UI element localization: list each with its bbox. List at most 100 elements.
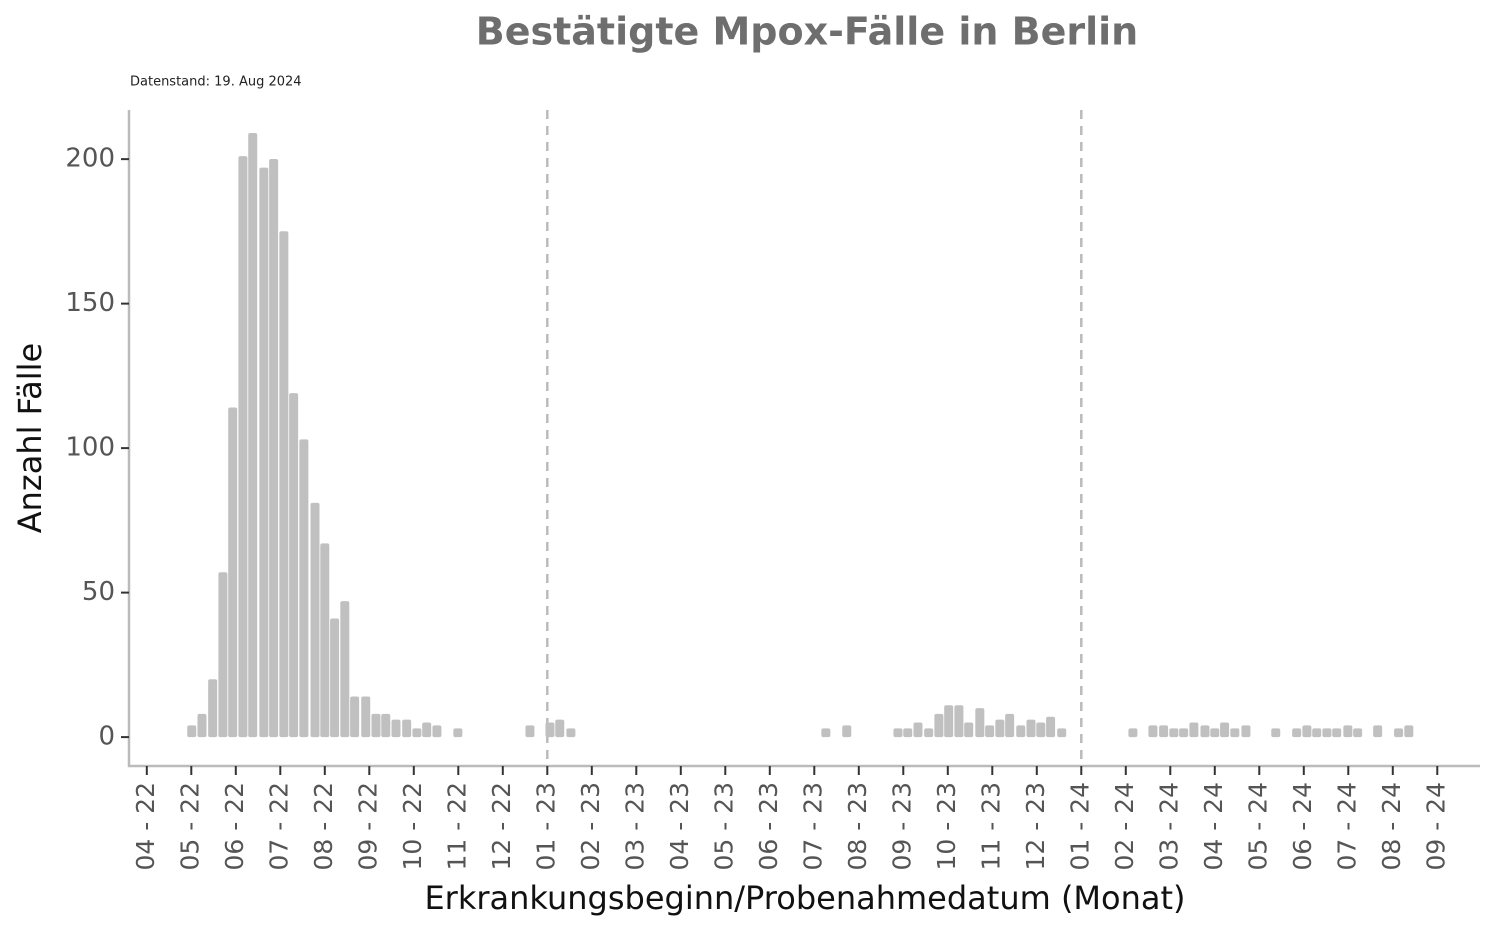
bar (1036, 722, 1046, 738)
bar (893, 728, 903, 738)
bar (1322, 728, 1332, 738)
bar (913, 722, 923, 738)
x-tick-label: 02 - 23 (576, 782, 605, 871)
x-tick-label: 10 - 22 (398, 782, 427, 871)
bar (944, 705, 954, 738)
x-tick-label: 04 - 22 (131, 782, 160, 871)
x-tick-label: 03 - 23 (620, 782, 649, 871)
y-tick-label: 200 (65, 144, 115, 174)
bar (330, 618, 340, 738)
x-tick-label: 01 - 23 (531, 782, 560, 871)
bar (1159, 725, 1169, 738)
x-tick-label: 09 - 22 (353, 782, 382, 871)
x-tick-label: 12 - 22 (487, 782, 516, 871)
chart-subtitle: Datenstand: 19. Aug 2024 (130, 75, 302, 90)
bar (1404, 725, 1414, 738)
bar (995, 719, 1005, 738)
bar (1373, 725, 1383, 738)
bar (545, 722, 555, 738)
bar (310, 502, 320, 738)
x-tick-label: 09 - 24 (1421, 782, 1450, 871)
bar (985, 725, 995, 738)
bar (1210, 728, 1220, 738)
chart-title: Bestätigte Mpox-Fälle in Berlin (476, 10, 1138, 54)
bar (934, 713, 944, 738)
bar (412, 728, 422, 738)
x-tick-label: 02 - 24 (1110, 782, 1139, 871)
bar (259, 167, 269, 738)
bar (1302, 725, 1312, 738)
bar (1169, 728, 1179, 738)
x-tick-label: 07 - 23 (798, 782, 827, 871)
bar (1292, 728, 1302, 738)
bar (1128, 728, 1138, 738)
bar (340, 601, 350, 738)
y-tick-label: 50 (82, 577, 115, 607)
bar (350, 696, 360, 738)
x-tick-label: 11 - 22 (442, 782, 471, 871)
bar (299, 439, 309, 738)
x-tick-label: 01 - 24 (1065, 782, 1094, 871)
x-tick-label: 04 - 24 (1199, 782, 1228, 871)
bar (371, 713, 381, 738)
bar (248, 133, 258, 738)
x-tick-label: 10 - 23 (932, 782, 961, 871)
bar (1057, 728, 1067, 738)
bar (903, 728, 913, 738)
bar (218, 572, 228, 738)
bar (269, 159, 279, 738)
y-tick-label: 100 (65, 433, 115, 463)
bar (1271, 728, 1281, 738)
bar (279, 231, 289, 738)
x-tick-label: 11 - 23 (976, 782, 1005, 871)
bar (1200, 725, 1210, 738)
bar (1394, 728, 1404, 738)
bar (525, 725, 535, 738)
x-tick-label: 06 - 22 (220, 782, 249, 871)
bar (1179, 728, 1189, 738)
bar (391, 719, 401, 738)
bar (1046, 716, 1056, 738)
bar (187, 725, 197, 738)
bar (1148, 725, 1158, 738)
bar (821, 728, 831, 738)
x-tick-label: 04 - 23 (665, 782, 694, 871)
bar (197, 713, 207, 738)
bar (555, 719, 565, 738)
bar (422, 722, 432, 738)
x-tick-label: 09 - 23 (887, 782, 916, 871)
x-tick-label: 05 - 23 (709, 782, 738, 871)
x-tick-label: 06 - 23 (754, 782, 783, 871)
bar (453, 728, 463, 738)
bar (1016, 725, 1026, 738)
x-tick-label: 05 - 24 (1243, 782, 1272, 871)
bar (361, 696, 371, 738)
bar (1343, 725, 1353, 738)
bar (289, 393, 299, 738)
x-tick-label: 06 - 24 (1288, 782, 1317, 871)
x-tick-label: 07 - 22 (264, 782, 293, 871)
bar (1312, 728, 1322, 738)
bar (1189, 722, 1199, 738)
bar (320, 543, 330, 738)
bar (402, 719, 412, 738)
bar (566, 728, 576, 738)
y-axis-label: Anzahl Fälle (11, 343, 49, 533)
bar (964, 722, 974, 738)
x-tick-label: 05 - 22 (175, 782, 204, 871)
y-tick-label: 150 (65, 288, 115, 318)
x-tick-label: 12 - 23 (1021, 782, 1050, 871)
bar (842, 725, 852, 738)
bar (924, 728, 934, 738)
bar (432, 725, 442, 738)
x-tick-label: 07 - 24 (1332, 782, 1361, 871)
bar (1005, 713, 1015, 738)
bar (1026, 719, 1036, 738)
bar (1241, 725, 1251, 738)
bar (1353, 728, 1363, 738)
bar (975, 708, 985, 738)
bar (1332, 728, 1342, 738)
x-tick-label: 08 - 24 (1377, 782, 1406, 871)
bar (228, 407, 238, 738)
